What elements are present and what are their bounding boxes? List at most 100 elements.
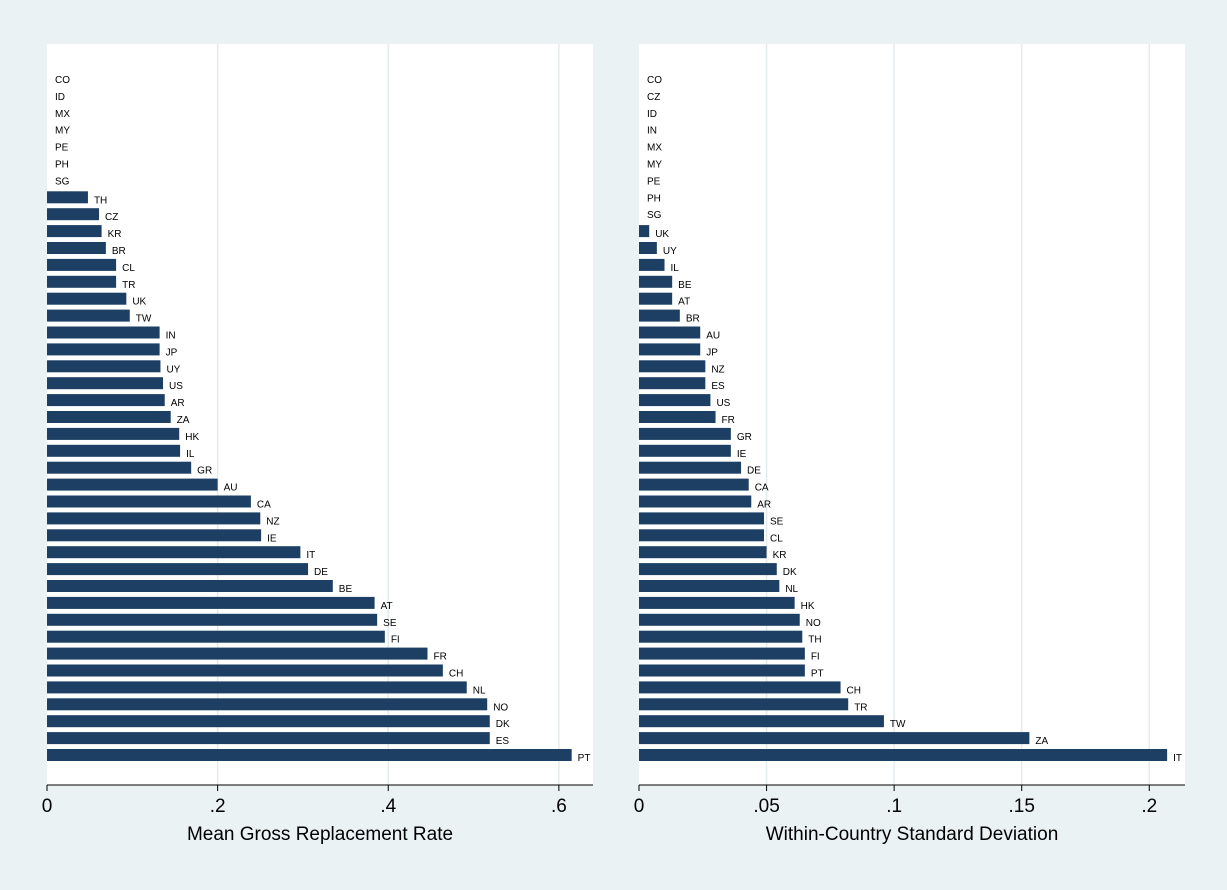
bar-kr xyxy=(47,225,102,238)
plot-area xyxy=(639,44,1185,785)
bar-label: JP xyxy=(166,347,178,358)
bar-dk xyxy=(639,563,777,576)
x-tick-label: .6 xyxy=(551,796,567,817)
chart-panel-1: CO ID MX MY PE PH SG TH CZ KR BR CL TR UK TW IN JP UY US AR… xyxy=(42,44,593,845)
bar-label: DK xyxy=(783,567,797,578)
x-tick-label: .2 xyxy=(210,796,226,817)
bar-in xyxy=(47,326,160,339)
bar-label: CZ xyxy=(647,92,660,103)
bar-no xyxy=(47,698,488,711)
bar-label: IN xyxy=(647,126,657,137)
bar-tr xyxy=(47,275,117,288)
bar-cl xyxy=(639,529,765,542)
bar-label: TR xyxy=(854,702,867,713)
bar-za xyxy=(639,732,1030,745)
bar-label: AR xyxy=(171,398,185,409)
bar-label: AT xyxy=(381,601,393,612)
bar-au xyxy=(47,478,218,491)
bar-uk xyxy=(47,292,127,305)
bar-label: BR xyxy=(686,314,700,325)
bar-kr xyxy=(639,546,767,559)
bar-label: ZA xyxy=(1035,736,1048,747)
bar-ar xyxy=(639,495,752,508)
bar-us xyxy=(47,377,164,390)
bar-fi xyxy=(47,630,385,643)
bar-ca xyxy=(47,495,251,508)
bar-label: CZ xyxy=(105,212,118,223)
bar-label: CO xyxy=(55,75,70,86)
bar-au xyxy=(639,326,701,339)
x-tick-label: .2 xyxy=(1141,796,1157,817)
x-tick-label: 0 xyxy=(42,796,53,817)
bar-label: SE xyxy=(770,516,784,527)
bar-label: KR xyxy=(108,229,122,240)
bar-fr xyxy=(47,647,428,660)
bar-label: NL xyxy=(785,584,798,595)
bar-label: PE xyxy=(55,143,69,154)
bar-es xyxy=(639,377,706,390)
bar-label: TH xyxy=(808,635,821,646)
x-tick-label: .1 xyxy=(886,796,902,817)
bar-se xyxy=(47,613,378,626)
bar-uy xyxy=(639,242,657,254)
bar-ch xyxy=(639,681,841,694)
bar-be xyxy=(47,580,333,592)
bar-label: NO xyxy=(806,618,821,629)
bar-label: CO xyxy=(647,75,662,86)
bar-de xyxy=(639,461,742,474)
bar-label: DK xyxy=(496,719,510,730)
bar-label: IN xyxy=(166,331,176,342)
bar-no xyxy=(639,613,800,626)
bar-label: CA xyxy=(755,483,769,494)
bar-label: NZ xyxy=(266,516,279,527)
bar-fi xyxy=(639,647,805,660)
bar-label: SE xyxy=(383,618,397,629)
bar-label: FR xyxy=(433,652,446,663)
bar-label: CH xyxy=(847,685,861,696)
bar-label: BE xyxy=(678,280,692,291)
bar-ch xyxy=(47,664,443,677)
bar-th xyxy=(47,191,88,204)
bar-label: HK xyxy=(185,432,199,443)
bar-label: DE xyxy=(314,567,328,578)
bar-label: BE xyxy=(339,584,353,595)
bar-label: PT xyxy=(578,753,591,764)
bar-gr xyxy=(639,427,731,440)
bar-label: TW xyxy=(890,719,906,730)
bar-label: TW xyxy=(136,314,152,325)
bar-za xyxy=(47,411,171,423)
bar-label: IL xyxy=(671,263,680,274)
bar-label: IT xyxy=(306,550,315,561)
bar-label: FI xyxy=(811,652,820,663)
bar-fr xyxy=(639,411,716,423)
bar-nz xyxy=(47,512,261,525)
bar-at xyxy=(639,292,673,305)
bar-label: CL xyxy=(770,533,783,544)
bar-label: UK xyxy=(655,229,669,240)
bar-label: ZA xyxy=(177,415,190,426)
bar-label: DE xyxy=(747,466,761,477)
bar-ar xyxy=(47,394,165,407)
bar-ie xyxy=(639,444,731,457)
bar-label: MY xyxy=(55,126,70,137)
bar-label: AU xyxy=(224,483,238,494)
x-tick-label: .4 xyxy=(380,796,396,817)
bar-label: UK xyxy=(132,297,146,308)
bar-gr xyxy=(47,461,192,474)
bar-uy xyxy=(47,360,161,373)
bar-il xyxy=(639,258,665,271)
bar-label: CH xyxy=(449,669,463,680)
bar-label: CL xyxy=(122,263,135,274)
bar-pt xyxy=(639,664,805,677)
chart-panel-2: CO CZ ID IN MX MY PE PH SG UK UY IL BE AT BR AU JP NZ ES US… xyxy=(634,44,1185,845)
bar-tr xyxy=(639,698,849,711)
bar-br xyxy=(47,242,106,254)
bar-label: SG xyxy=(647,210,662,221)
bar-nl xyxy=(47,681,467,694)
bar-label: MX xyxy=(647,143,662,154)
bar-label: TR xyxy=(122,280,135,291)
bar-hk xyxy=(47,427,180,440)
bar-label: AR xyxy=(757,500,771,511)
bar-label: PH xyxy=(647,193,661,204)
